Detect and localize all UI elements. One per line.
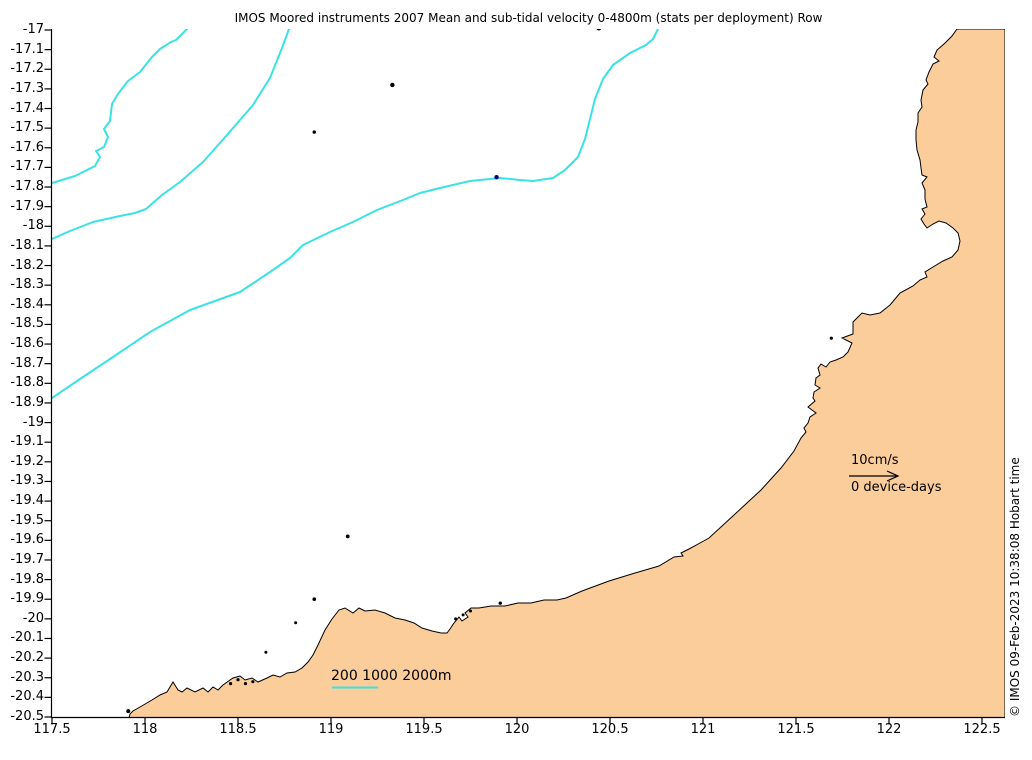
- y-tick-label: -19.1: [10, 434, 44, 450]
- isobath-sample-line: [332, 686, 378, 689]
- y-tick-label: -18.5: [10, 316, 44, 332]
- x-tick-label: 122: [876, 722, 902, 737]
- y-tick-label: -20.2: [10, 650, 44, 666]
- device-days-label: 0 device-days: [851, 480, 942, 495]
- y-tick-label: -18.6: [10, 336, 44, 352]
- y-tick-label: -20.4: [10, 689, 44, 705]
- island-marker: [469, 609, 472, 613]
- y-tick-label: -19.4: [10, 493, 44, 509]
- velocity-scale-label: 10cm/s: [851, 453, 899, 468]
- island-marker: [243, 682, 248, 686]
- y-tick-label: -19.6: [10, 532, 44, 548]
- y-tick-label: -19: [22, 414, 44, 430]
- y-tick-label: -18.3: [10, 277, 44, 293]
- island-marker: [345, 534, 350, 539]
- y-tick-label: -17.7: [10, 159, 44, 175]
- island-marker: [312, 597, 317, 602]
- x-tick-label: 120: [504, 722, 530, 737]
- island-marker: [461, 613, 465, 617]
- y-tick-label: -17.2: [10, 61, 44, 77]
- y-tick-label: -17: [22, 22, 44, 37]
- y-tick-label: -19.2: [10, 453, 44, 469]
- land-polygon: [128, 29, 1005, 718]
- isobath-scale-label: 200 1000 2000m: [331, 668, 452, 684]
- axis-ticks: [44, 29, 983, 725]
- x-tick-label: 119.5: [405, 722, 443, 737]
- island-marker: [390, 82, 395, 88]
- y-tick-label: -20: [22, 610, 44, 626]
- island-marker: [498, 601, 502, 605]
- y-tick-label: -17.4: [10, 100, 44, 116]
- y-tick-label: -19.9: [10, 591, 44, 607]
- island-marker: [312, 130, 316, 134]
- velocity-scale-arrow: [849, 470, 900, 482]
- y-tick-label: -19.7: [10, 551, 44, 567]
- y-tick-label: -17.8: [10, 179, 44, 195]
- x-tick-label: 117.5: [33, 722, 71, 737]
- y-tick-label: -18.8: [10, 375, 44, 391]
- y-tick-label: -17.6: [10, 139, 44, 155]
- y-tick-label: -17.5: [10, 120, 44, 136]
- y-tick-label: -18.9: [10, 394, 44, 410]
- x-tick-label: 118.5: [219, 722, 257, 737]
- y-tick-label: -18.1: [10, 237, 44, 253]
- island-marker: [126, 709, 131, 714]
- island-marker: [228, 682, 233, 686]
- x-tick-label: 121.5: [777, 722, 815, 737]
- y-tick-label: -17.3: [10, 80, 44, 96]
- island-marker: [596, 29, 602, 31]
- y-tick-label: -18.4: [10, 296, 44, 312]
- island-marker: [236, 678, 240, 682]
- y-tick-label: -19.5: [10, 512, 44, 528]
- x-tick-label: 120.5: [591, 722, 629, 737]
- y-tick-label: -20.1: [10, 630, 44, 646]
- y-tick-label: -20.5: [10, 708, 44, 724]
- y-tick-label: -19.3: [10, 473, 44, 489]
- island-marker: [454, 617, 458, 621]
- y-tick-label: -17.9: [10, 198, 44, 214]
- island-marker: [264, 650, 268, 654]
- island-marker: [829, 336, 833, 340]
- y-tick-label: -20.3: [10, 669, 44, 685]
- y-tick-label: -18.7: [10, 355, 44, 371]
- y-tick-label: -17.1: [10, 41, 44, 57]
- y-tick-label: -18: [22, 218, 44, 234]
- island-marker: [294, 621, 298, 625]
- isobath-contour-200m: [52, 29, 659, 399]
- mooring-marker: [494, 175, 499, 180]
- figure-title: IMOS Moored instruments 2007 Mean and su…: [234, 11, 823, 25]
- isobath-contour-1000m: [52, 29, 290, 240]
- x-tick-label: 119: [318, 722, 344, 737]
- y-tick-label: -19.8: [10, 571, 44, 587]
- island-markers: [126, 29, 833, 714]
- x-tick-label: 122.5: [963, 722, 1001, 737]
- y-tick-label: -18.2: [10, 257, 44, 273]
- copyright-text: © IMOS 09-Feb-2023 10:38:08 Hobart time: [1008, 457, 1022, 717]
- island-marker: [251, 680, 255, 684]
- isobath-contour-2000m: [52, 29, 188, 184]
- x-tick-label: 121: [690, 722, 716, 737]
- x-tick-label: 118: [132, 722, 158, 737]
